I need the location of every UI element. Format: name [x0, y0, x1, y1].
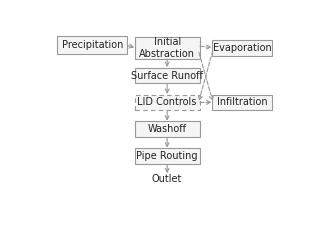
Text: LID Controls: LID Controls — [138, 97, 197, 107]
FancyBboxPatch shape — [134, 122, 200, 137]
FancyBboxPatch shape — [134, 37, 200, 59]
FancyBboxPatch shape — [134, 68, 200, 83]
FancyBboxPatch shape — [212, 40, 272, 56]
Text: Outlet: Outlet — [152, 174, 182, 184]
Text: Infiltration: Infiltration — [217, 97, 267, 107]
Text: Pipe Routing: Pipe Routing — [136, 151, 198, 161]
FancyBboxPatch shape — [212, 94, 272, 110]
Text: Washoff: Washoff — [148, 124, 187, 134]
FancyBboxPatch shape — [57, 36, 127, 54]
Text: Precipitation: Precipitation — [61, 40, 123, 50]
Text: Surface Runoff: Surface Runoff — [131, 70, 203, 81]
Text: Evaporation: Evaporation — [213, 43, 271, 53]
FancyBboxPatch shape — [134, 94, 200, 110]
Text: Initial
Abstraction: Initial Abstraction — [139, 37, 195, 59]
FancyBboxPatch shape — [134, 148, 200, 164]
